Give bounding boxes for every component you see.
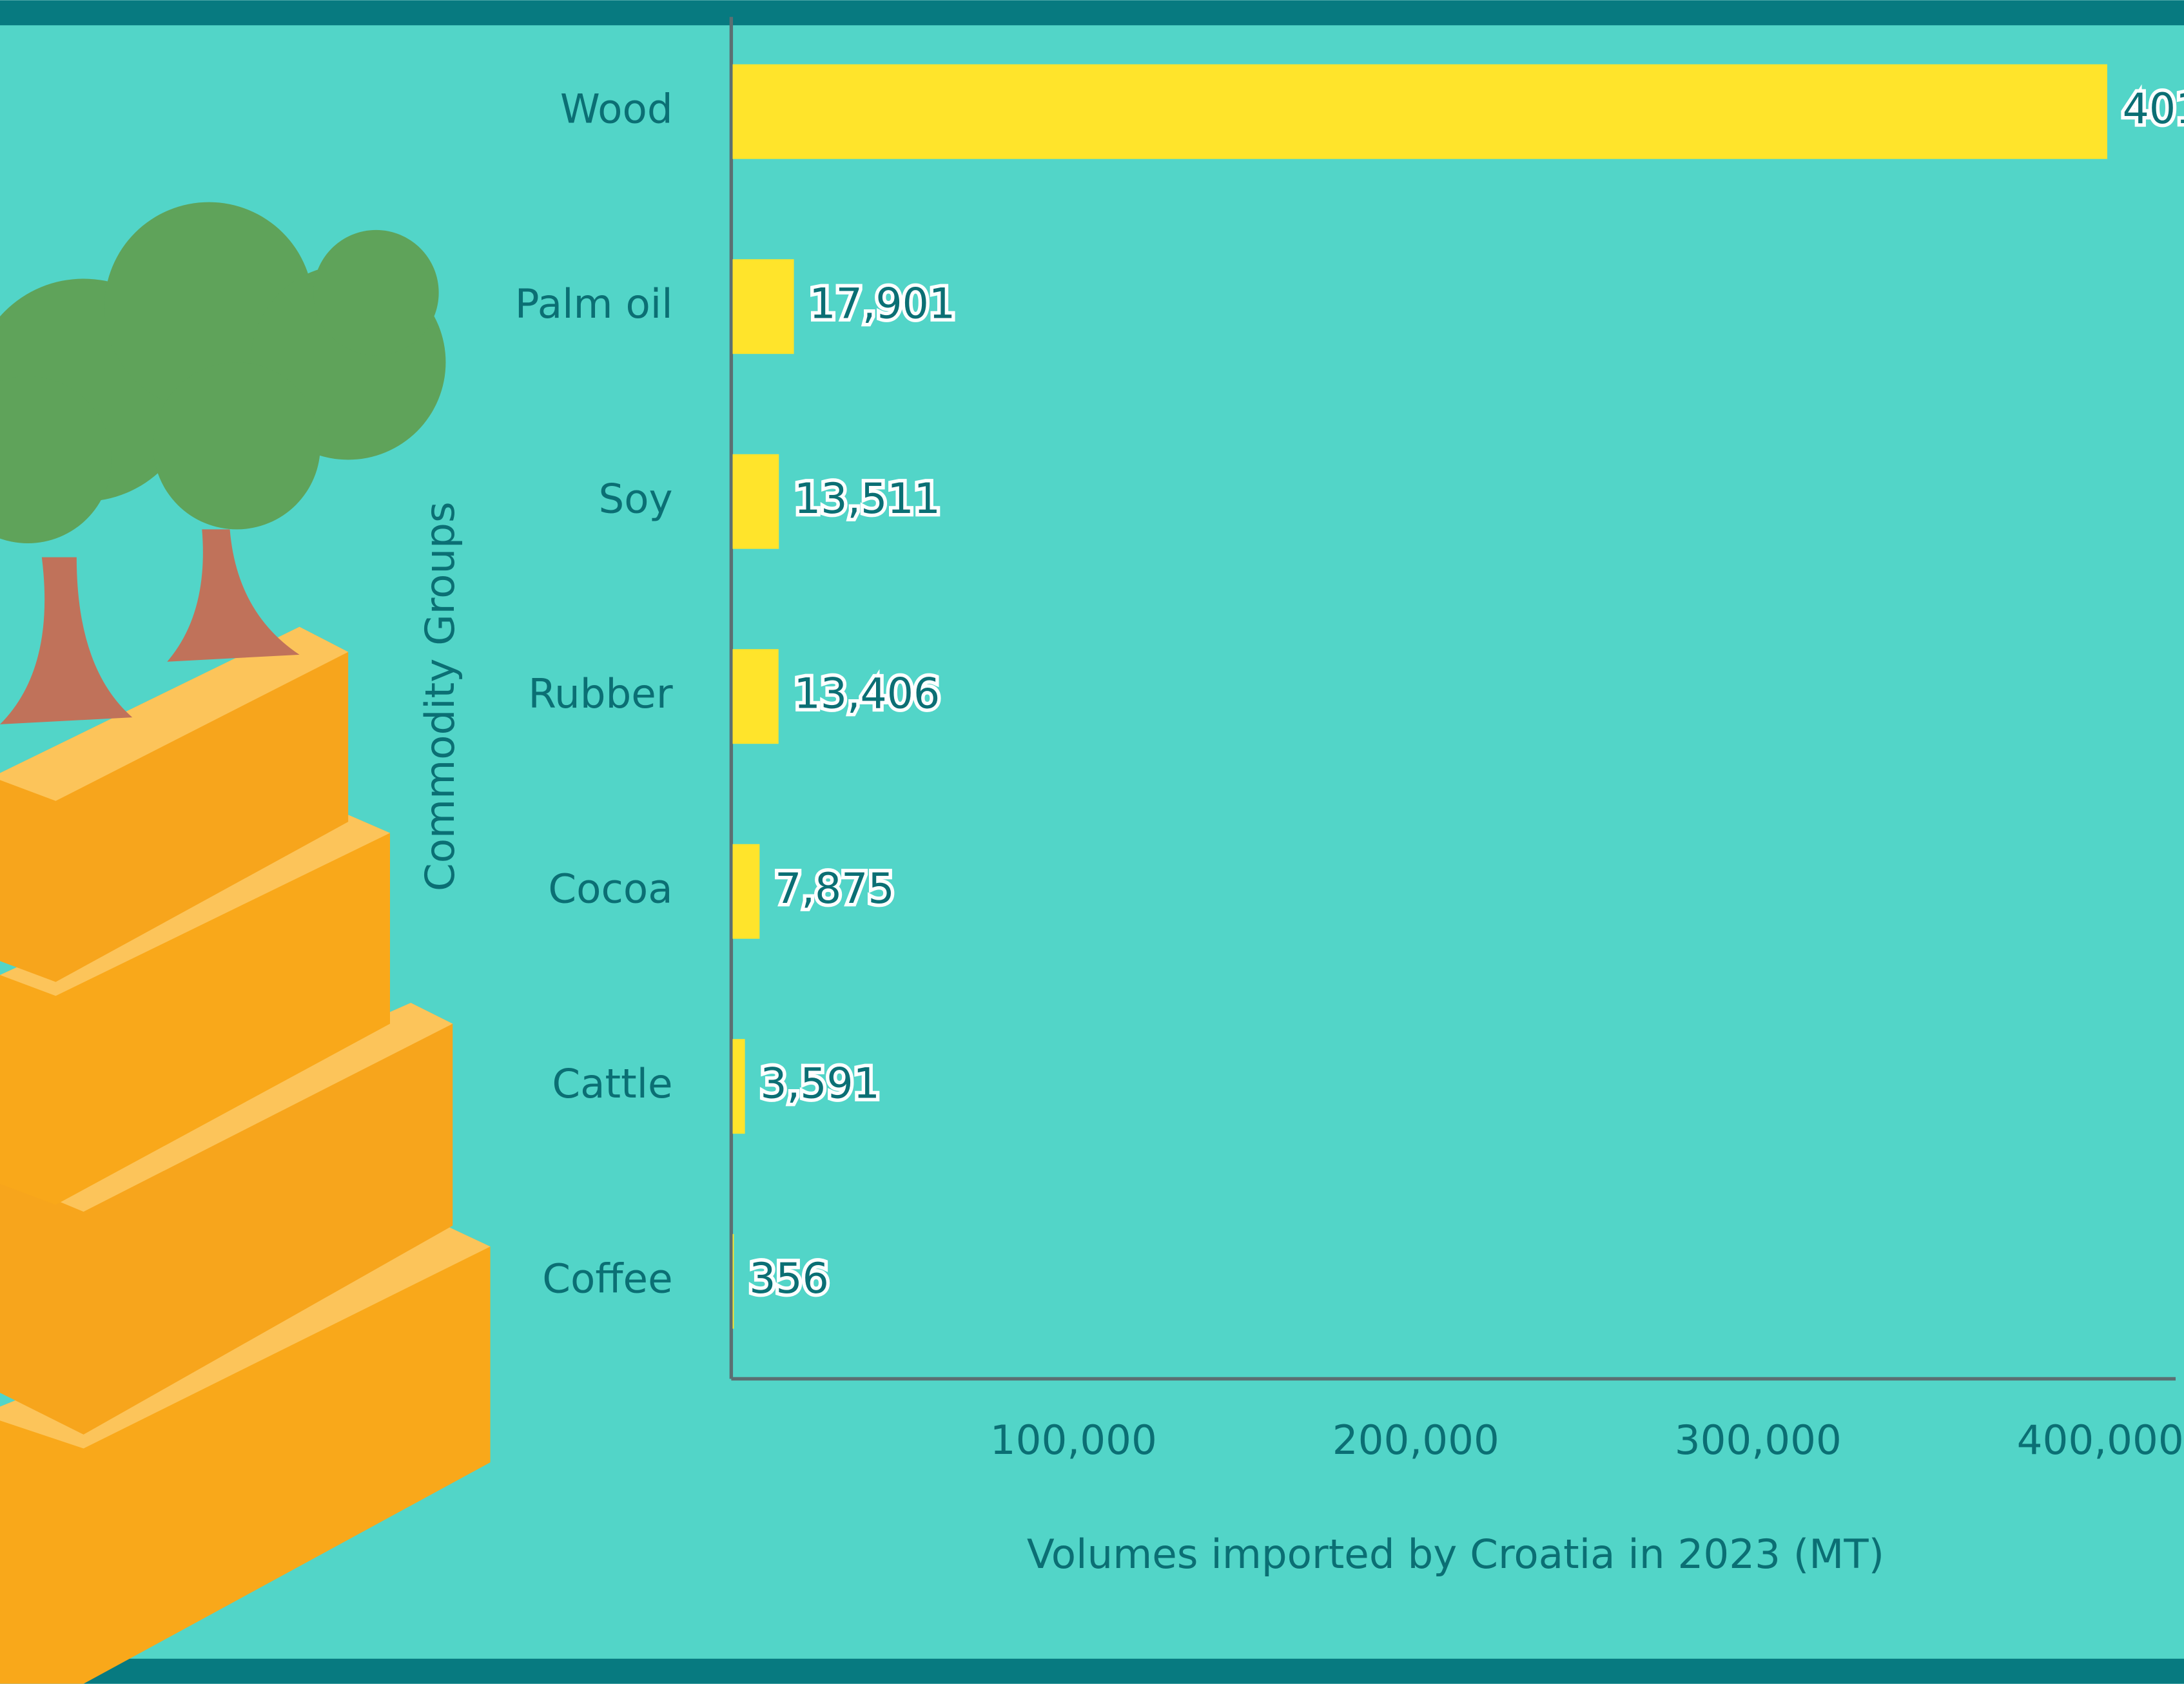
y-tick-label: Rubber [528, 670, 673, 717]
container-top [0, 626, 349, 801]
y-tick-label: Cattle [552, 1060, 672, 1107]
y-tick-label: Coffee [542, 1255, 672, 1302]
y-axis-title: Commodity Groups [416, 501, 463, 891]
x-tick-label: 400,000 [2017, 1417, 2184, 1464]
bar [732, 1234, 734, 1329]
tree-crown [0, 202, 446, 543]
value-label: 356 [749, 1255, 829, 1303]
bar [732, 1039, 745, 1134]
container [0, 1003, 453, 1435]
y-tick-label: Palm oil [515, 280, 673, 327]
value-label: 3,591 [760, 1060, 880, 1108]
value-label: 13,406 [794, 670, 940, 718]
bar [732, 64, 2107, 159]
x-tick-label: 100,000 [990, 1417, 1157, 1464]
y-tick-label: Soy [598, 475, 672, 522]
x-axis-title: Volumes imported by Croatia in 2023 (MT) [1027, 1531, 1884, 1578]
tree-trunk [167, 529, 300, 662]
illustration [0, 202, 491, 1684]
y-tick-label: Wood [560, 85, 673, 132]
container [0, 815, 390, 1205]
bar [732, 259, 794, 354]
value-label: 13,511 [794, 475, 941, 523]
y-tick-label: Cocoa [548, 865, 672, 912]
bar [732, 844, 760, 939]
container [0, 1225, 491, 1684]
container [0, 626, 349, 982]
value-label: 401,600 [2123, 85, 2184, 133]
x-tick-label: 300,000 [1675, 1417, 1842, 1464]
bar [732, 649, 779, 744]
value-label: 17,901 [809, 280, 955, 328]
value-label: 7,875 [775, 865, 895, 913]
bottom-band [0, 1658, 2184, 1684]
tree-trunk [0, 557, 133, 724]
top-band [0, 0, 2184, 26]
bar [732, 454, 779, 549]
x-tick-label: 200,000 [1332, 1417, 1499, 1464]
